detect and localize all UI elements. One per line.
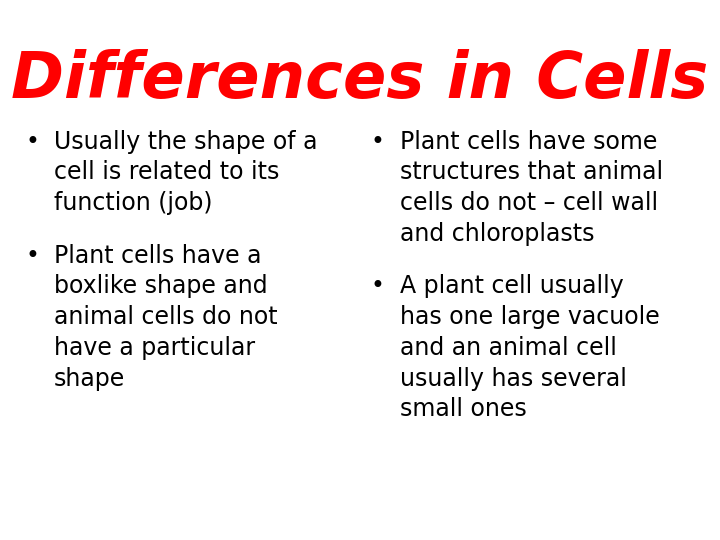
Text: boxlike shape and: boxlike shape and (54, 274, 268, 298)
Text: A plant cell usually: A plant cell usually (400, 274, 624, 298)
Text: Differences in Cells: Differences in Cells (12, 49, 708, 111)
Text: •: • (371, 130, 384, 153)
Text: •: • (25, 244, 39, 267)
Text: shape: shape (54, 367, 125, 390)
Text: Plant cells have a: Plant cells have a (54, 244, 261, 267)
Text: has one large vacuole: has one large vacuole (400, 305, 660, 329)
Text: animal cells do not: animal cells do not (54, 305, 278, 329)
Text: cells do not – cell wall: cells do not – cell wall (400, 191, 658, 215)
Text: •: • (25, 130, 39, 153)
Text: and an animal cell: and an animal cell (400, 336, 616, 360)
Text: structures that animal: structures that animal (400, 160, 662, 184)
Text: small ones: small ones (400, 397, 526, 421)
Text: Plant cells have some: Plant cells have some (400, 130, 657, 153)
Text: and chloroplasts: and chloroplasts (400, 222, 594, 246)
Text: Usually the shape of a: Usually the shape of a (54, 130, 318, 153)
Text: •: • (371, 274, 384, 298)
Text: usually has several: usually has several (400, 367, 626, 390)
Text: have a particular: have a particular (54, 336, 255, 360)
Text: function (job): function (job) (54, 191, 212, 215)
Text: cell is related to its: cell is related to its (54, 160, 279, 184)
